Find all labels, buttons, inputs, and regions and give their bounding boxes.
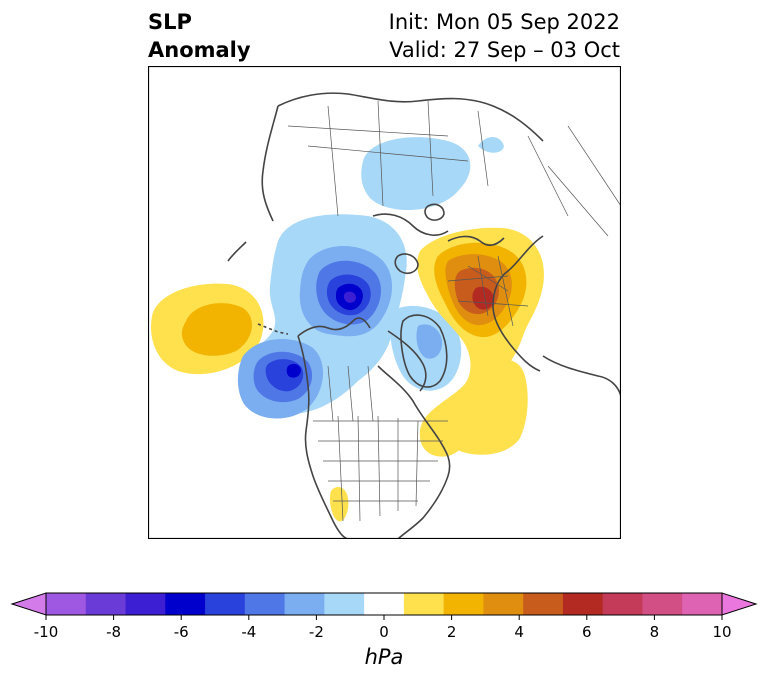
political-borders [287, 100, 621, 522]
colorbar-segment [244, 593, 286, 615]
colorbar-segment [602, 593, 643, 615]
colorbar-tick-label: -6 [174, 623, 189, 641]
colorbar-segment [324, 593, 365, 615]
colorbar-segment [403, 593, 445, 615]
colorbar-segment [125, 593, 166, 615]
colorbar-segment [523, 593, 564, 615]
colorbar-tick-label: 2 [447, 623, 457, 641]
valid-range: Valid: 27 Sep – 03 Oct [389, 38, 620, 62]
scandinavia-high [417, 227, 544, 457]
colorbar-tick-label: 8 [650, 623, 660, 641]
siberia-low [361, 137, 504, 211]
colorbar-segment [165, 593, 206, 615]
colorbar-segment [483, 593, 524, 615]
colorbar-segment [443, 593, 484, 615]
colorbar-tick-label: -2 [309, 623, 324, 641]
north-pacific-high [151, 283, 264, 375]
colorbar-tick-label: 0 [379, 623, 389, 641]
colorbar-segment [284, 593, 325, 615]
colorbar-segment [85, 593, 127, 615]
colorbar-extend-min [10, 592, 47, 616]
colorbar-segment [682, 593, 723, 615]
colorbar-units: hPa [364, 645, 404, 669]
colorbar-extend-max [721, 592, 758, 616]
title-quantity: Anomaly [148, 38, 251, 62]
colorbar-ticks: -10 -8 -6 -4 -2 0 2 4 6 8 10 [34, 615, 732, 641]
coastlines [227, 92, 621, 539]
title-variable: SLP [148, 10, 192, 34]
colorbar-tick-label: 10 [712, 623, 731, 641]
anomaly-fills [151, 137, 544, 522]
colorbar-segments [10, 592, 758, 616]
init-date: Init: Mon 05 Sep 2022 [388, 10, 620, 34]
atlantic-high [448, 360, 528, 455]
colorbar-tick-label: -10 [34, 623, 59, 641]
colorbar-segment [205, 593, 246, 615]
colorbar-segment [46, 593, 87, 615]
colorbar: -10 -8 -6 -4 -2 0 2 4 6 8 10 [10, 592, 758, 641]
colorbar-segment [364, 593, 405, 615]
colorbar-segment [642, 593, 683, 615]
colorbar-segment [562, 593, 604, 615]
colorbar-tick-label: 4 [514, 623, 524, 641]
colorbar-tick-label: -8 [106, 623, 121, 641]
title-left: SLP Anomaly [148, 8, 251, 64]
greenland-low [390, 305, 462, 391]
mexico-high [329, 486, 349, 522]
gulf-of-alaska-low [237, 338, 324, 419]
colorbar-tick-label: 6 [582, 623, 592, 641]
title-right: Init: Mon 05 Sep 2022 Valid: 27 Sep – 03… [389, 8, 620, 64]
colorbar-tick-label: -4 [241, 623, 256, 641]
map-panel [148, 66, 621, 539]
